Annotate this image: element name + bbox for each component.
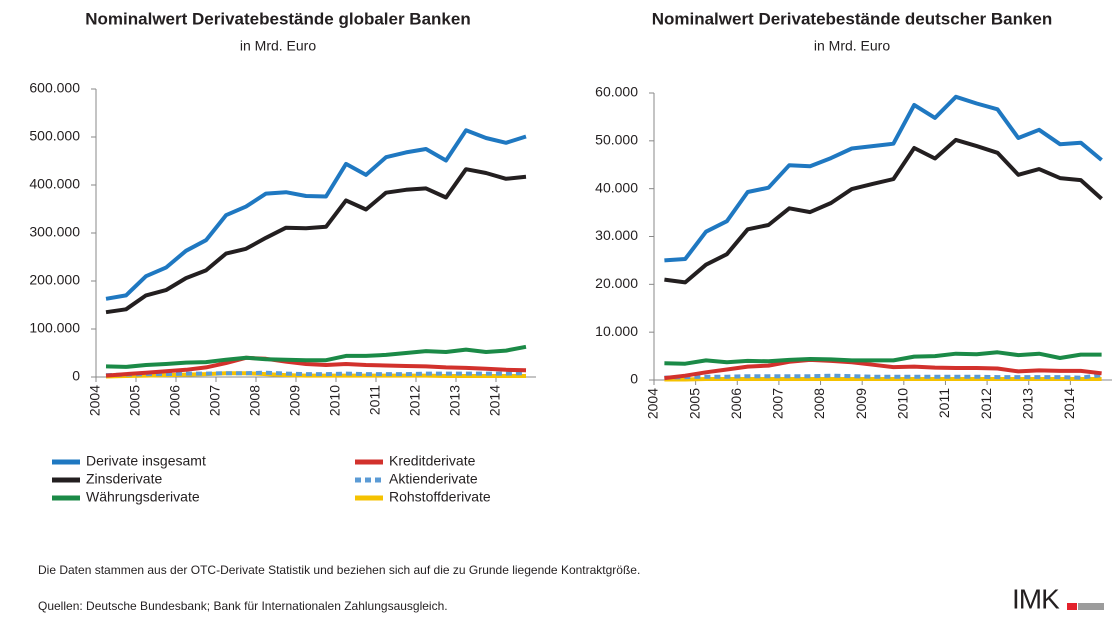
y-tick-label: 0 (72, 368, 80, 384)
x-tick-label: 2006 (167, 385, 183, 416)
x-tick-label: 2004 (87, 385, 103, 416)
logo: IMK (1012, 583, 1060, 614)
series-line (105, 128, 527, 301)
y-tick-label: 400.000 (29, 176, 80, 192)
series-line (105, 344, 527, 369)
x-tick-label: 2014 (1061, 388, 1077, 419)
series-line (664, 137, 1103, 285)
y-tick-label: 300.000 (29, 224, 80, 240)
x-tick-label: 2008 (247, 385, 263, 416)
x-tick-label: 2009 (853, 388, 869, 419)
y-tick-label: 100.000 (29, 320, 80, 336)
y-tick-label: 0 (630, 371, 638, 387)
x-tick-label: 2007 (207, 385, 223, 416)
series-line (105, 355, 527, 378)
x-tick-label: 2006 (728, 388, 744, 419)
series-line (105, 167, 527, 315)
y-tick-label: 60.000 (595, 84, 638, 100)
footnote: Quellen: Deutsche Bundesbank; Bank für I… (38, 599, 448, 613)
chart-subtitle: in Mrd. Euro (240, 38, 316, 54)
x-tick-label: 2013 (1019, 388, 1035, 419)
y-tick-label: 200.000 (29, 272, 80, 288)
x-tick-label: 2013 (447, 385, 463, 416)
series-line (664, 350, 1102, 366)
chart-title: Nominalwert Derivatebestände deutscher B… (652, 9, 1053, 28)
x-tick-label: 2005 (686, 388, 702, 419)
y-tick-label: 30.000 (595, 227, 638, 243)
footnote: Die Daten stammen aus der OTC-Derivate S… (38, 563, 640, 577)
x-tick-label: 2011 (936, 388, 952, 418)
x-tick-label: 2010 (327, 385, 343, 416)
legend-label: Derivate insgesamt (86, 453, 206, 469)
x-tick-label: 2004 (645, 388, 661, 419)
legend-label: Kreditderivate (389, 453, 476, 469)
x-tick-label: 2005 (127, 385, 143, 416)
y-tick-label: 500.000 (29, 128, 80, 144)
legend-label: Rohstoffderivate (389, 489, 491, 505)
logo-mark (1078, 603, 1104, 610)
x-tick-label: 2012 (978, 388, 994, 419)
series-line (664, 94, 1103, 263)
legend-label: Zinsderivate (86, 471, 162, 487)
series-line (664, 357, 1102, 381)
x-tick-label: 2007 (770, 388, 786, 419)
chart-title: Nominalwert Derivatebestände globaler Ba… (85, 9, 470, 28)
series-line (105, 370, 527, 378)
legend-label: Währungsderivate (86, 489, 200, 505)
chart-subtitle: in Mrd. Euro (814, 38, 890, 54)
y-tick-label: 40.000 (595, 179, 638, 195)
x-tick-label: 2011 (367, 385, 383, 415)
x-tick-label: 2008 (811, 388, 827, 419)
y-tick-label: 20.000 (595, 275, 638, 291)
x-tick-label: 2012 (407, 385, 423, 416)
y-tick-label: 50.000 (595, 132, 638, 148)
y-tick-label: 600.000 (29, 80, 80, 96)
legend-label: Aktienderivate (389, 471, 478, 487)
logo-mark (1067, 603, 1077, 610)
y-tick-label: 10.000 (595, 323, 638, 339)
x-tick-label: 2009 (287, 385, 303, 416)
x-tick-label: 2010 (895, 388, 911, 419)
series-line (664, 373, 1102, 380)
x-tick-label: 2014 (487, 385, 503, 416)
